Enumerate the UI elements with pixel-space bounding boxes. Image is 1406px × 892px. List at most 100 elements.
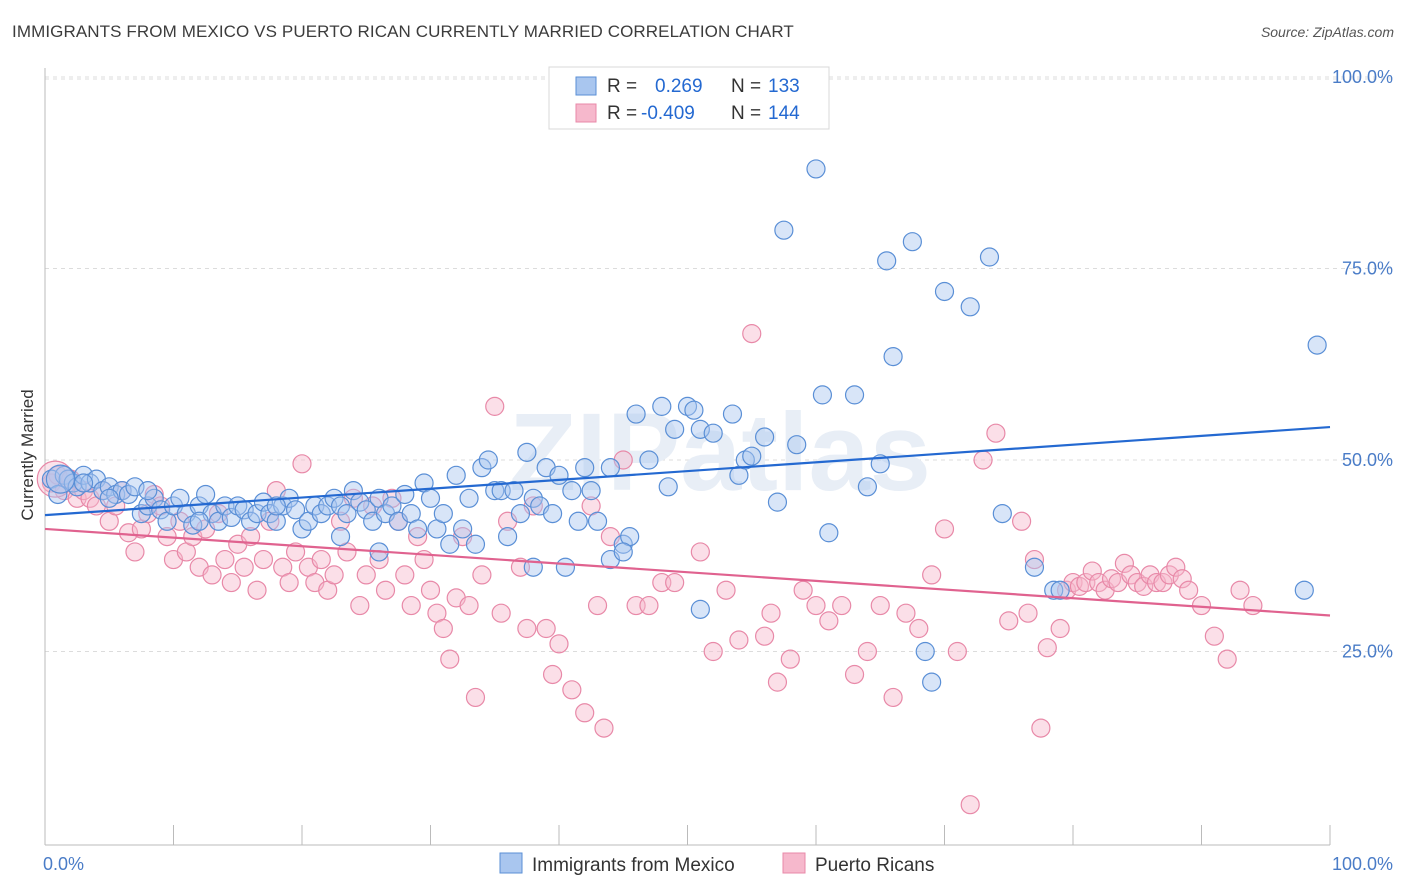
pink-point: [356, 565, 376, 585]
pink-point: [234, 557, 254, 577]
blue-point: [241, 511, 261, 531]
blue-point: [99, 488, 119, 508]
blue-point: [883, 346, 903, 367]
y-tick-label: 75.0%: [1342, 259, 1393, 279]
blue-point: [253, 492, 274, 512]
blue-point: [73, 473, 94, 493]
blue-point: [330, 496, 351, 516]
bottom-legend-pink-swatch: [782, 852, 806, 874]
blue-point: [690, 419, 710, 439]
pink-point: [562, 680, 582, 700]
blue-point: [613, 542, 633, 562]
pink-point: [947, 641, 967, 662]
legend-blue-r-value: 0.269: [655, 76, 703, 97]
pink-point: [1134, 576, 1154, 596]
blue-point: [568, 511, 588, 531]
pink-point: [832, 595, 852, 616]
blue-point: [485, 481, 505, 501]
blue-point: [118, 484, 139, 505]
pink-point: [215, 549, 235, 570]
pink-point: [465, 687, 486, 708]
pink-point: [639, 595, 659, 616]
blue-point: [639, 450, 659, 470]
y-tick-label: 100.0%: [1332, 67, 1393, 87]
blue-point: [742, 446, 762, 466]
pink-point: [440, 649, 460, 669]
blue-point: [581, 481, 601, 501]
pink-point: [517, 618, 537, 639]
pink-point: [1050, 618, 1070, 639]
pink-point: [896, 603, 916, 623]
pink-point: [1018, 603, 1038, 623]
pink-point: [1114, 553, 1135, 574]
bottom-legend: Immigrants from Mexico Puerto Ricans: [499, 852, 934, 876]
pink-point: [594, 718, 614, 738]
pink-point: [934, 519, 955, 539]
pink-point: [285, 542, 306, 562]
blue-point: [337, 504, 357, 524]
blue-point: [844, 385, 865, 405]
pink-point: [857, 641, 878, 662]
blue-point: [395, 484, 415, 505]
blue-point: [600, 458, 621, 478]
pink-point: [793, 580, 813, 600]
blue-point: [73, 465, 94, 485]
x-tick-label: 100.0%: [1332, 854, 1393, 874]
pink-point: [491, 603, 511, 623]
pink-point: [420, 580, 441, 600]
pink-point: [1037, 638, 1057, 658]
blue-point: [478, 450, 498, 470]
blue-point: [453, 519, 473, 539]
blue-point: [440, 534, 460, 554]
pink-point: [690, 542, 710, 562]
pink-point: [311, 549, 331, 570]
pink-point: [292, 454, 312, 474]
blue-point: [684, 400, 704, 420]
blue-point: [562, 481, 582, 501]
legend-pink-swatch: [575, 103, 597, 123]
blue-point: [915, 641, 935, 662]
blue-point: [690, 599, 710, 619]
pink-point: [395, 565, 415, 585]
blue-point: [960, 297, 980, 317]
blue-point: [587, 511, 608, 531]
blue-point: [767, 492, 788, 512]
blue-point: [992, 504, 1012, 524]
blue-point: [420, 488, 441, 508]
pink-point: [761, 603, 781, 623]
blue-point: [504, 481, 524, 501]
x-tick-label: 0.0%: [43, 854, 84, 874]
pink-point: [1159, 565, 1179, 585]
pink-point: [780, 649, 800, 669]
pink-point: [241, 526, 261, 547]
pink-point: [401, 595, 421, 616]
pink-point: [1172, 569, 1192, 589]
pink-point: [208, 504, 229, 524]
y-tick-label: 25.0%: [1342, 642, 1393, 662]
blue-point: [433, 504, 453, 524]
legend-pink-n-value: 144: [768, 103, 800, 124]
blue-point: [812, 385, 833, 405]
blue-point: [575, 458, 595, 478]
blue-point: [408, 519, 428, 539]
source-label: Source: ZipAtlas.com: [1260, 24, 1394, 40]
pink-point: [279, 572, 299, 593]
bottom-legend-blue-swatch: [499, 852, 523, 874]
pink-point: [729, 630, 749, 650]
pink-point: [542, 664, 563, 685]
blue-point: [542, 504, 563, 524]
pink-point: [247, 580, 267, 600]
pink-point: [1082, 561, 1102, 581]
blue-point: [189, 511, 209, 531]
blue-point: [819, 523, 839, 543]
pink-point: [1217, 649, 1237, 669]
pink-point: [960, 795, 980, 815]
blue-point: [787, 435, 807, 455]
blue-point: [774, 220, 794, 240]
pink-point: [125, 542, 145, 562]
pink-point: [870, 595, 890, 616]
blue-point: [285, 500, 306, 520]
blue-point: [934, 281, 955, 302]
blue-point: [311, 504, 331, 524]
